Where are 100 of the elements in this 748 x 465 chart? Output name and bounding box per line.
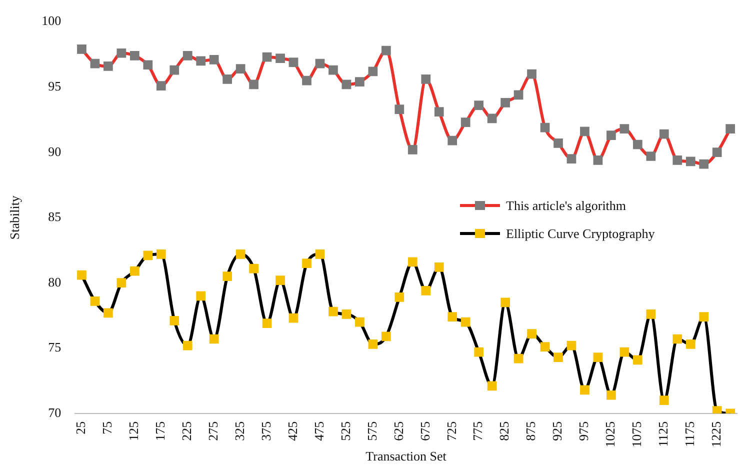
point <box>580 126 590 136</box>
point <box>394 104 404 114</box>
point <box>276 276 285 285</box>
x-tick-label: 875 <box>523 421 538 441</box>
x-tick-label: 625 <box>390 421 406 441</box>
point <box>209 334 219 344</box>
point <box>699 312 709 322</box>
point <box>632 140 642 150</box>
legend-label: This article's algorithm <box>506 198 626 214</box>
x-tick-label: 75 <box>100 421 115 434</box>
x-tick-label: 775 <box>470 421 486 441</box>
point <box>236 249 246 259</box>
point <box>566 154 576 164</box>
y-tick-label: 70 <box>48 404 62 420</box>
point <box>77 44 86 54</box>
point <box>355 77 364 87</box>
point <box>474 100 484 110</box>
point <box>659 396 669 406</box>
point <box>288 58 298 67</box>
point <box>726 124 736 134</box>
point <box>632 355 642 365</box>
x-tick-label: 675 <box>417 421 432 441</box>
point <box>236 64 246 74</box>
y-tick-label: 75 <box>48 340 62 355</box>
point <box>288 313 298 323</box>
point <box>355 317 364 327</box>
point <box>368 66 378 76</box>
point <box>196 56 206 66</box>
point <box>143 60 153 70</box>
x-tick-label: 1125 <box>656 421 671 447</box>
point <box>249 80 258 90</box>
point <box>527 329 536 338</box>
x-tick-label: 175 <box>152 421 168 441</box>
x-tick-label: 225 <box>179 421 194 441</box>
point <box>672 334 682 344</box>
point <box>606 130 616 140</box>
point <box>196 291 206 301</box>
point <box>90 296 100 306</box>
point <box>368 340 378 349</box>
legend-label: Elliptic Curve Cryptography <box>506 226 655 242</box>
point <box>527 69 536 79</box>
point <box>381 332 391 342</box>
x-tick-label: 1175 <box>682 421 698 447</box>
x-axis-title: Transaction Set <box>366 448 447 464</box>
x-tick-label: 275 <box>206 421 221 441</box>
x-tick-label: 375 <box>258 421 274 441</box>
point <box>487 381 497 391</box>
point <box>170 65 180 75</box>
point <box>170 316 180 326</box>
x-tick-label: 475 <box>311 421 326 441</box>
point <box>514 90 524 100</box>
x-tick-label: 1075 <box>629 421 644 448</box>
point <box>156 81 166 90</box>
point <box>222 272 232 282</box>
point <box>302 258 312 268</box>
point <box>460 118 470 127</box>
point <box>328 306 338 316</box>
point <box>116 48 126 58</box>
point <box>448 136 458 146</box>
point <box>686 340 696 349</box>
point <box>593 352 603 362</box>
point <box>540 122 550 132</box>
y-tick-label: 100 <box>42 13 62 28</box>
point <box>460 317 470 327</box>
point <box>686 156 696 166</box>
point <box>143 250 153 260</box>
point <box>514 354 524 364</box>
point <box>342 80 352 90</box>
point <box>182 51 192 60</box>
point <box>394 292 404 302</box>
point <box>434 107 444 117</box>
point <box>77 270 86 280</box>
point <box>408 145 418 154</box>
point <box>434 262 444 272</box>
point <box>500 98 510 108</box>
point <box>182 340 192 350</box>
point <box>156 249 166 259</box>
point <box>566 340 576 350</box>
x-tick-label: 425 <box>284 421 300 441</box>
x-tick-label: 1025 <box>602 421 618 448</box>
point <box>104 62 113 71</box>
point <box>580 385 590 395</box>
point <box>381 46 391 56</box>
point <box>554 138 563 148</box>
point <box>421 74 431 84</box>
x-tick-label: 975 <box>576 421 592 441</box>
point <box>328 65 338 75</box>
x-tick-label: 925 <box>550 421 565 441</box>
point <box>500 298 510 308</box>
point <box>315 249 325 259</box>
x-tick-label: 325 <box>232 421 247 441</box>
point <box>276 54 285 64</box>
point <box>620 124 630 134</box>
x-tick-label: 525 <box>338 421 353 441</box>
point <box>699 159 709 169</box>
point <box>302 76 312 86</box>
point <box>116 278 126 288</box>
point <box>209 54 219 64</box>
point <box>448 312 458 322</box>
x-tick-label: 125 <box>126 421 142 441</box>
